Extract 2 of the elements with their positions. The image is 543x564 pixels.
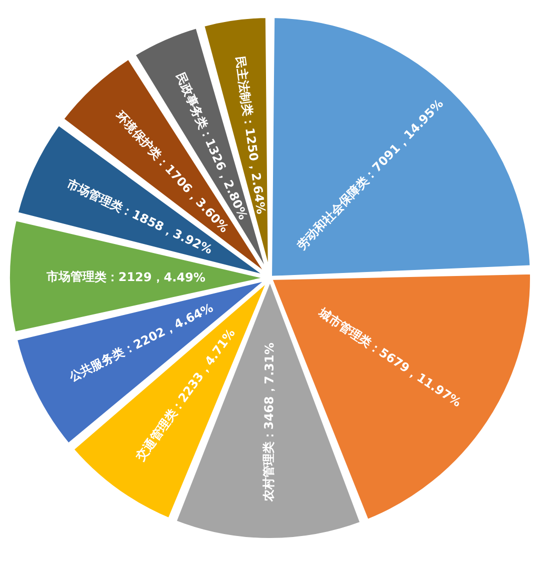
slice-label: 市场管理类：2129，4.49% [45, 269, 206, 285]
slice-label: 农村管理类：3468，7.31% [261, 342, 277, 503]
